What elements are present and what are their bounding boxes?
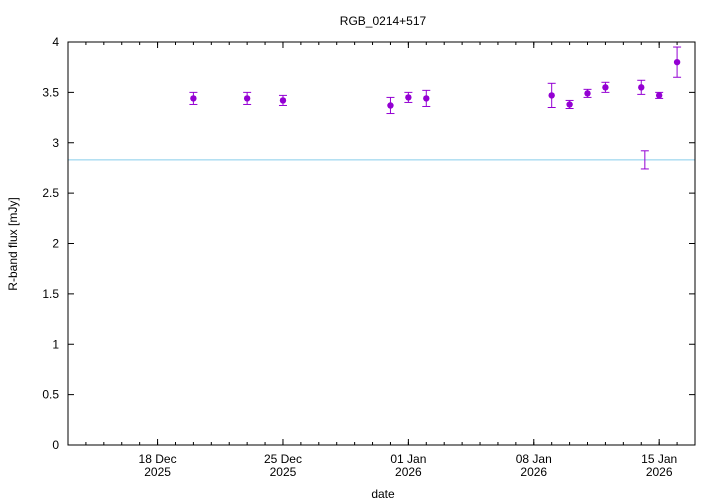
point-marker: [638, 84, 645, 91]
point-marker: [584, 90, 591, 97]
point-marker: [423, 95, 430, 102]
point-marker: [655, 92, 663, 99]
y-tick-label: 3.5: [42, 85, 59, 99]
point-marker: [279, 97, 287, 104]
data-point: [422, 89, 431, 107]
point-marker: [602, 84, 609, 91]
x-tick-label: 15 Jan: [641, 452, 677, 466]
x-tick-label: 18 Dec: [139, 452, 177, 466]
y-tick-label: 1.5: [42, 287, 59, 301]
data-point: [243, 91, 252, 105]
y-tick-label: 4: [52, 35, 59, 49]
data-point: [565, 99, 574, 109]
x-axis-label: date: [371, 487, 395, 501]
x-tick-year: 2026: [395, 465, 422, 479]
x-tick-label: 08 Jan: [516, 452, 552, 466]
y-tick-label: 0.5: [42, 388, 59, 402]
data-points: [189, 46, 682, 170]
data-point: [278, 94, 287, 106]
data-point: [386, 96, 395, 115]
y-tick-label: 0: [52, 438, 59, 452]
point-marker: [548, 92, 555, 99]
data-point: [655, 91, 664, 99]
point-marker: [673, 58, 681, 66]
y-tick-label: 3: [52, 136, 59, 150]
data-point: [601, 81, 610, 93]
data-point: [189, 91, 198, 105]
chart-title: RGB_0214+517: [340, 14, 427, 28]
x-tick-year: 2025: [270, 465, 297, 479]
y-tick-label: 2.5: [42, 186, 59, 200]
data-point: [583, 88, 592, 98]
data-point: [404, 91, 413, 103]
point-marker: [243, 95, 251, 102]
data-point: [637, 79, 646, 95]
y-tick-label: 2: [52, 237, 59, 251]
data-point: [673, 46, 682, 78]
x-tick-label: 01 Jan: [390, 452, 426, 466]
y-axis-label: R-band flux [mJy]: [6, 197, 20, 290]
data-point: [547, 82, 556, 108]
x-tick-year: 2026: [520, 465, 547, 479]
x-tick-label: 25 Dec: [264, 452, 302, 466]
point-marker: [405, 94, 412, 101]
point-marker: [566, 101, 573, 108]
data-point: [640, 150, 649, 170]
point-marker: [190, 95, 197, 102]
y-tick-label: 1: [52, 337, 59, 351]
plot-frame: [67, 41, 696, 446]
x-tick-year: 2025: [144, 465, 171, 479]
point-marker: [387, 102, 394, 109]
x-tick-year: 2026: [646, 465, 673, 479]
